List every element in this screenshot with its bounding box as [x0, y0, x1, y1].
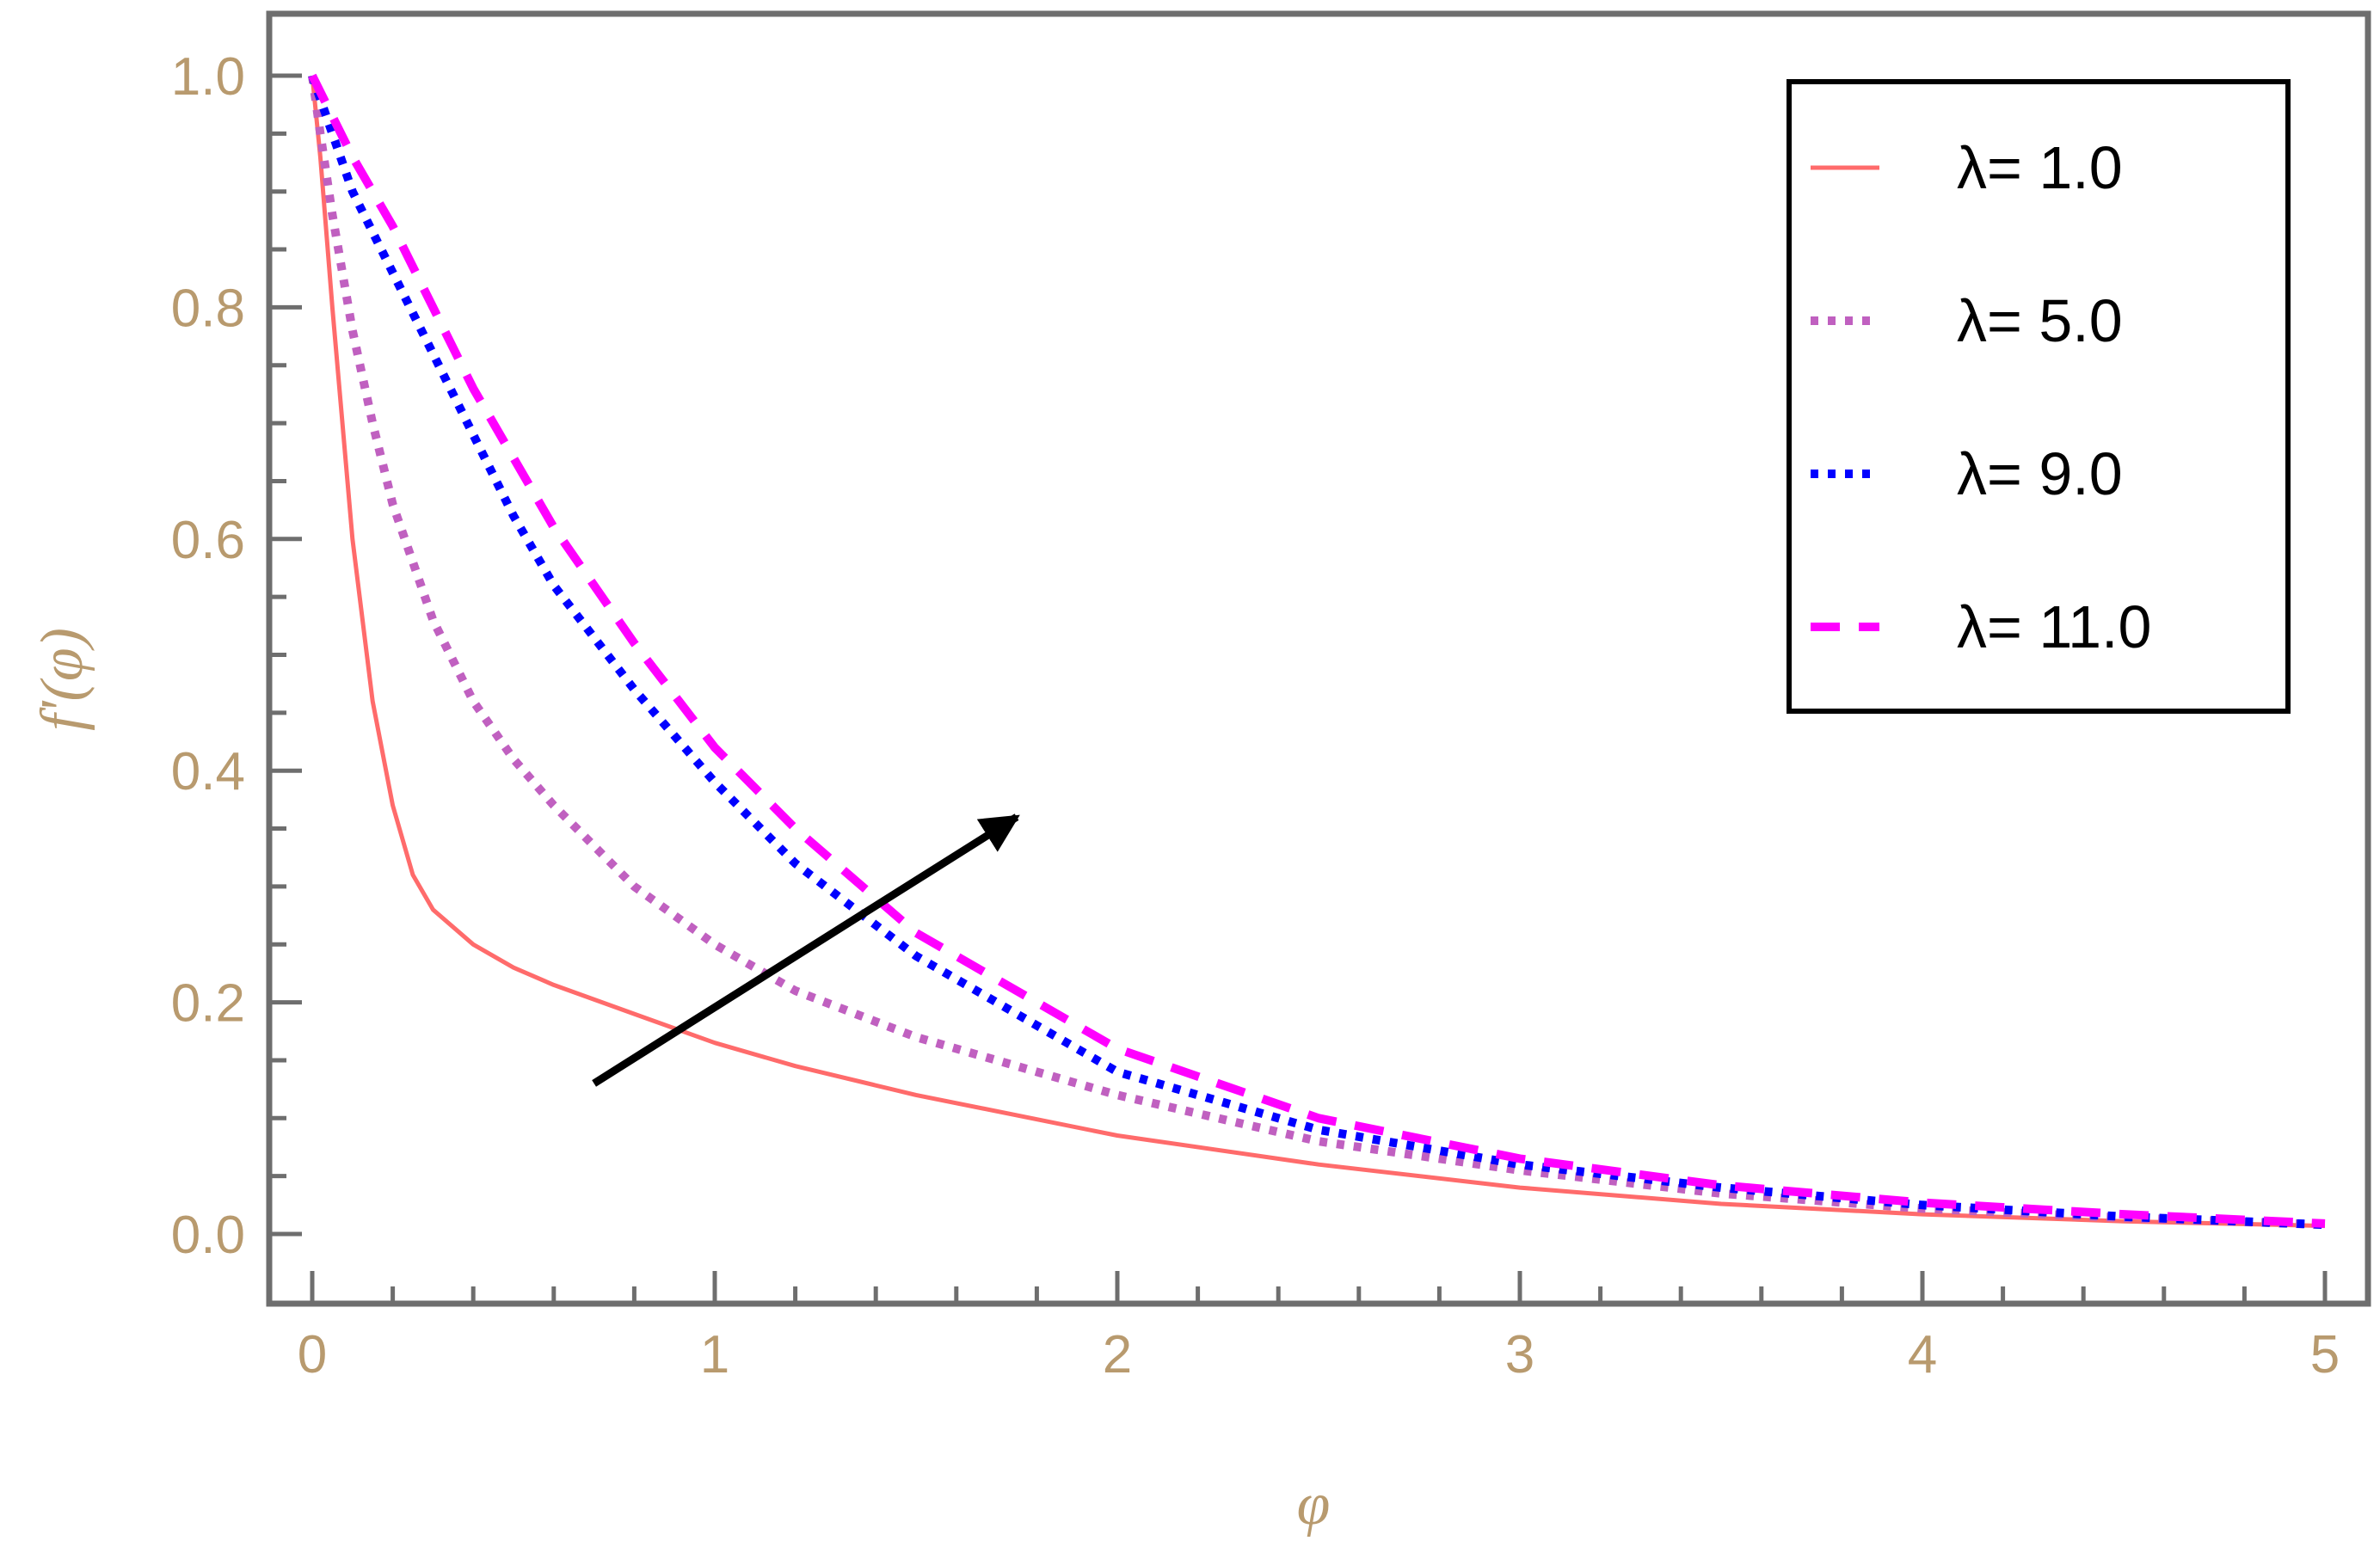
y-axis-ticks: 0.0 0.2 0.4 0.6 0.8 1.0: [171, 47, 302, 1265]
series-layer: [308, 73, 2326, 1230]
y-axis-label: f'(φ): [29, 628, 95, 731]
y-tick-label: 0.6: [171, 511, 245, 570]
x-axis-ticks: 0 1 2 3 4 5: [298, 1271, 2340, 1384]
x-tick-label: 3: [1505, 1325, 1534, 1384]
y-tick-label: 1.0: [171, 47, 245, 107]
annotation-layer: [592, 813, 1020, 1087]
legend-box: [1787, 79, 2291, 714]
y-tick-label: 0.0: [171, 1206, 245, 1265]
x-tick-label: 2: [1103, 1325, 1132, 1384]
y-tick-label: 0.8: [171, 279, 245, 338]
x-tick-label: 0: [298, 1325, 327, 1384]
legend-label-4: λ= 11.0: [1957, 593, 2151, 660]
x-tick-label: 5: [2310, 1325, 2340, 1384]
legend-label-3: λ= 9.0: [1957, 440, 2123, 507]
y-tick-label: 0.4: [171, 742, 245, 801]
x-tick-label: 4: [1908, 1325, 1937, 1384]
legend: λ= 1.0 λ= 5.0 λ= 9.0 λ= 11.0: [1787, 79, 2291, 714]
plot-frame: [266, 10, 2371, 1307]
series-line-2: [308, 75, 2326, 1230]
series-line-4: [308, 73, 2326, 1228]
series-line-1: [310, 75, 2326, 1229]
x-axis-label: φ: [1297, 1471, 1331, 1538]
legend-entries: λ= 1.0 λ= 5.0 λ= 9.0 λ= 11.0: [1811, 134, 2151, 660]
legend-label-1: λ= 1.0: [1957, 134, 2123, 201]
legend-label-2: λ= 5.0: [1957, 287, 2123, 354]
x-tick-label: 1: [700, 1325, 729, 1384]
y-tick-label: 0.2: [171, 974, 245, 1034]
trend-arrow: [592, 813, 1020, 1087]
